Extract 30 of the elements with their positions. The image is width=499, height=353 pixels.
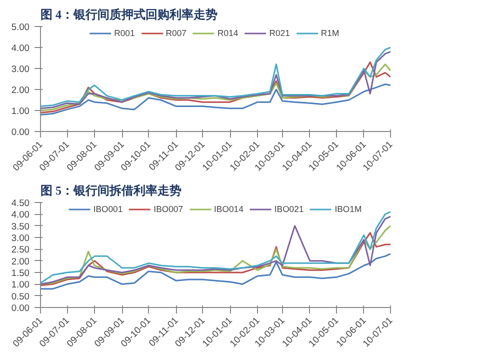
legend-label: R1M bbox=[320, 28, 340, 38]
y-tick-label: 4.00 bbox=[11, 43, 30, 53]
legend-label: IBO007 bbox=[154, 204, 184, 214]
legend-label: R007 bbox=[166, 28, 186, 38]
y-tick-label: 1.50 bbox=[11, 268, 30, 278]
y-tick-label: 0.50 bbox=[11, 291, 30, 302]
y-tick-label: 2.50 bbox=[11, 244, 30, 255]
y-tick-label: 2.00 bbox=[11, 85, 30, 95]
line-series bbox=[40, 84, 390, 116]
legend-label: R021 bbox=[269, 28, 290, 38]
y-tick-label: 3.00 bbox=[11, 64, 30, 74]
y-tick-label: 0.00 bbox=[11, 127, 30, 137]
legend-label: IBO001 bbox=[93, 204, 123, 214]
line-series bbox=[40, 253, 390, 290]
chart-title: 图 5：银行间拆借利率走势 bbox=[40, 184, 182, 198]
legend-label: IBO014 bbox=[214, 204, 244, 214]
legend-label: IBO021 bbox=[274, 204, 304, 214]
chart-title: 图 4：银行间质押式回购利率走势 bbox=[40, 8, 218, 22]
y-tick-label: 3.50 bbox=[11, 221, 30, 232]
y-tick-label: 5.00 bbox=[11, 22, 30, 32]
legend-label: R014 bbox=[218, 28, 238, 38]
y-tick-label: 3.00 bbox=[11, 233, 30, 243]
y-tick-label: 2.00 bbox=[11, 256, 30, 266]
y-tick-label: 4.00 bbox=[11, 210, 30, 220]
y-tick-label: 0.00 bbox=[11, 303, 30, 313]
y-tick-label: 4.50 bbox=[11, 198, 30, 208]
y-tick-label: 1.00 bbox=[11, 280, 30, 290]
legend-label: IBO1M bbox=[334, 204, 362, 214]
y-tick-label: 1.00 bbox=[11, 106, 30, 116]
legend-label: R001 bbox=[114, 28, 135, 38]
